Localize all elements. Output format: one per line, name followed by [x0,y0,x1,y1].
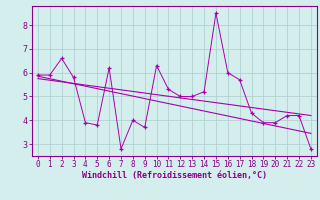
X-axis label: Windchill (Refroidissement éolien,°C): Windchill (Refroidissement éolien,°C) [82,171,267,180]
